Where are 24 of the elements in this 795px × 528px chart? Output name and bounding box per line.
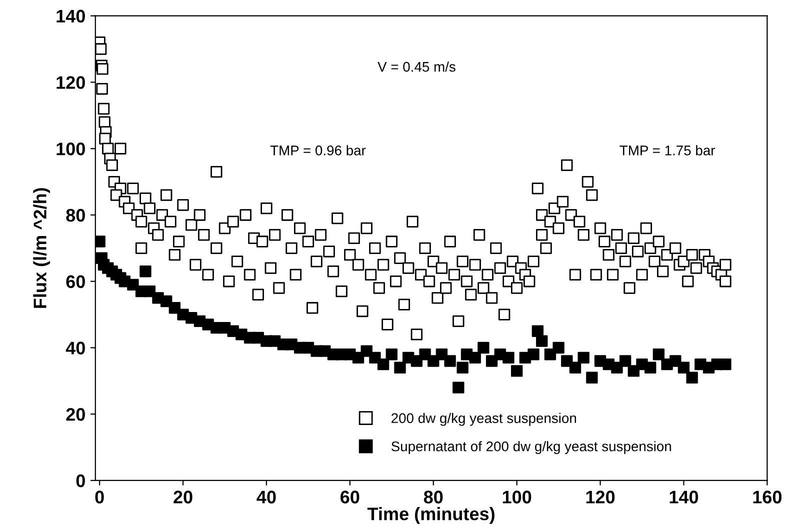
y-tick-label: 140 — [56, 10, 85, 23]
annotation: V = 0.45 m/s — [378, 62, 456, 72]
legend-label: Supernatant of 200 dw g/kg yeast suspension — [391, 441, 671, 454]
x-tick-label: 60 — [340, 490, 360, 504]
x-tick-label: 20 — [174, 490, 192, 504]
annotation: TMP = 1.75 bar — [620, 145, 716, 156]
x-axis-title: Time (minutes) — [367, 507, 494, 524]
y-axis-title: Flux (l/m ^2/h) — [33, 188, 50, 308]
x-tick-label: 140 — [670, 490, 698, 504]
y-tick-label: 0 — [76, 474, 85, 488]
x-tick-label: 80 — [424, 490, 443, 504]
x-tick-label: 120 — [586, 490, 615, 504]
y-tick-label: 80 — [66, 208, 85, 222]
x-tick-label: 100 — [502, 490, 532, 504]
x-tick-label: 160 — [753, 490, 782, 504]
y-tick-label: 120 — [56, 76, 85, 89]
x-tick-label: 0 — [95, 490, 104, 504]
x-tick-label: 40 — [256, 490, 276, 504]
legend-label: 200 dw g/kg yeast suspension — [392, 412, 576, 426]
y-tick-label: 20 — [66, 408, 85, 421]
y-tick-label: 100 — [56, 142, 85, 156]
annotation: TMP = 0.96 bar — [270, 145, 366, 156]
y-tick-label: 40 — [66, 342, 85, 354]
y-tick-label: 60 — [66, 275, 85, 288]
